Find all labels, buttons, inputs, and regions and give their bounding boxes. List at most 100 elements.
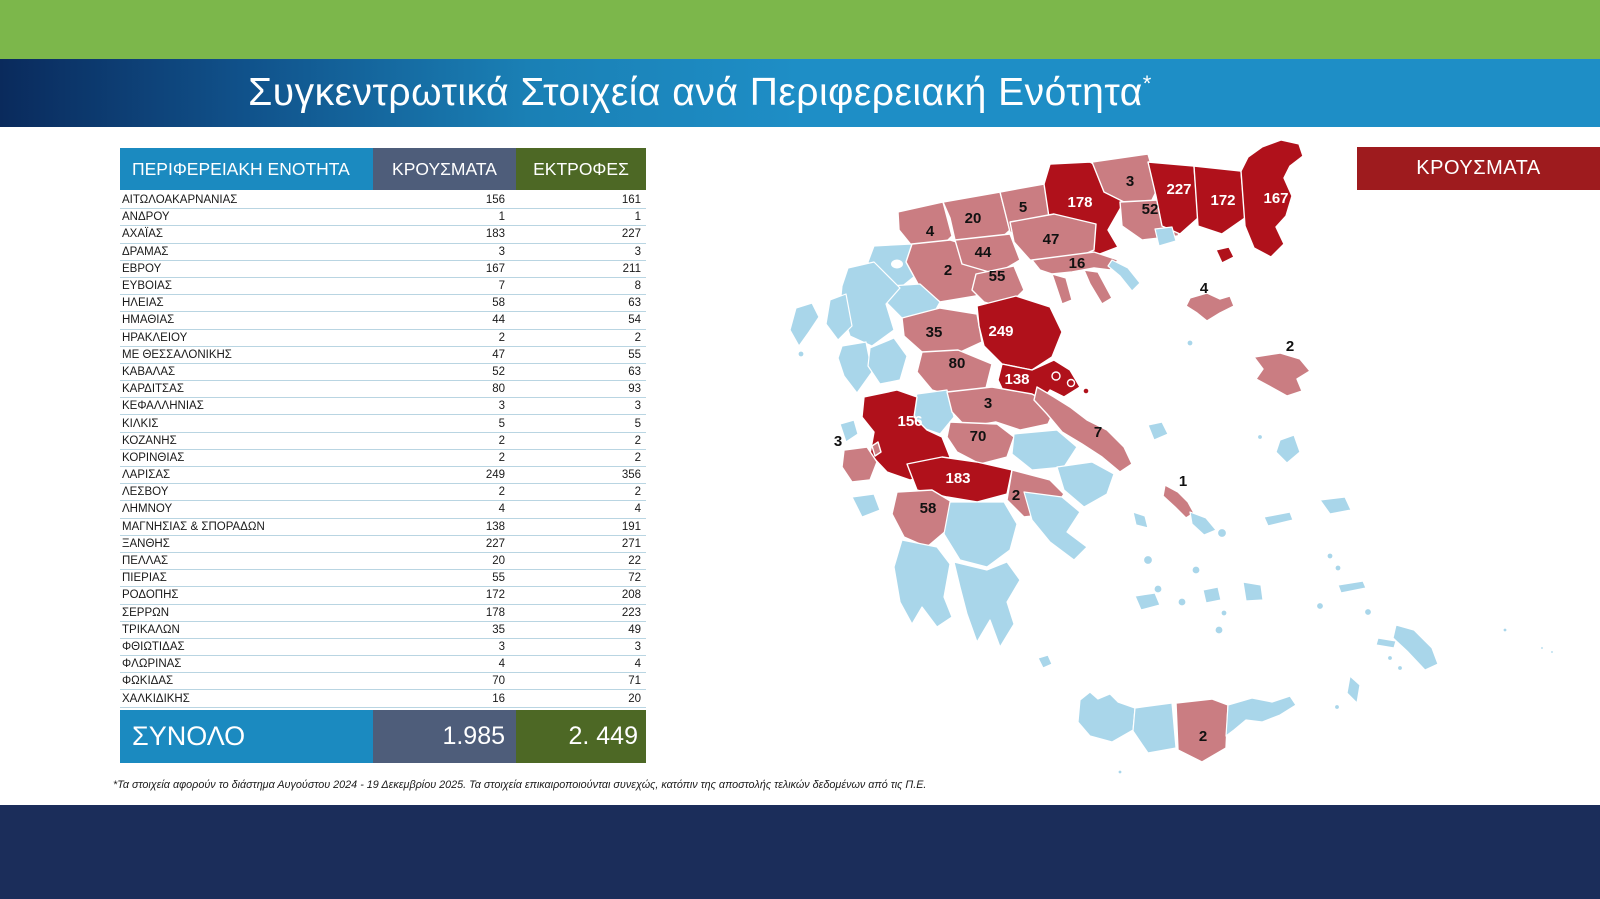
- region-fokidas: [946, 421, 1015, 465]
- islands-cyclades-no-cases: [1132, 511, 1367, 635]
- table-row: ΞΑΝΘΗΣ 227 271: [120, 536, 646, 553]
- map-label-ΑΙΤΩΛΟΑΚΑΡΝΑΝΙΑΣ: 156: [897, 413, 922, 430]
- region-irakleiou: [1175, 698, 1229, 763]
- map-label-ΚΟΖΑΝΗΣ: 2: [944, 262, 952, 279]
- peninsula-kassandra: [1051, 273, 1073, 305]
- map-label-ΚΕΦΑΛΛΗΝΙΑΣ: 3: [834, 433, 842, 450]
- island-paxoi: [797, 350, 805, 358]
- map-label-ΡΟΔΟΠΗΣ: 172: [1210, 192, 1235, 209]
- total-cases-value: 1.985: [373, 709, 516, 763]
- map-label-ΗΛΕΙΑΣ: 58: [920, 500, 937, 517]
- region-name-cell: ΗΛΕΙΑΣ: [122, 297, 164, 310]
- island-sporades-2: [1066, 378, 1076, 388]
- region-name-cell: ΛΕΣΒΟΥ: [122, 486, 169, 499]
- region-name-cell: ΗΜΑΘΙΑΣ: [122, 314, 175, 327]
- map-label-ΦΛΩΡΙΝΑΣ: 4: [926, 223, 935, 240]
- peninsula-sithonia: [1083, 269, 1113, 305]
- island-sporades-1: [1051, 371, 1061, 381]
- island-evia: [1033, 386, 1133, 473]
- region-lakonias: [953, 561, 1021, 648]
- farms-cell: 191: [621, 520, 641, 533]
- farms-cell: 4: [634, 658, 641, 671]
- region-name-cell: ΠΙΕΡΙΑΣ: [122, 572, 167, 585]
- table-row: ΡΟΔΟΠΗΣ 172 208: [120, 587, 646, 605]
- cases-cell: 80: [492, 383, 505, 396]
- table-row: ΕΒΡΟΥ 167 211: [120, 261, 646, 278]
- cases-cell: 44: [492, 314, 505, 327]
- region-name-cell: ΧΑΛΚΙΔΙΚΗΣ: [122, 692, 190, 705]
- region-chanion: [1077, 691, 1136, 743]
- map-label-ΗΡΑΚΛΕΙΟΥ: 2: [1199, 728, 1207, 745]
- farms-cell: 211: [622, 262, 641, 275]
- cases-cell: 2: [498, 451, 505, 464]
- table-row: ΠΙΕΡΙΑΣ 55 72: [120, 570, 646, 588]
- island-kerkyra: [789, 302, 820, 347]
- table-row: ΛΕΣΒΟΥ 2 2: [120, 484, 646, 502]
- region-name-cell: ΦΩΚΙΔΑΣ: [122, 675, 174, 688]
- cases-cell: 4: [498, 658, 505, 671]
- table-row: ΛΑΡΙΣΑΣ 249 356: [120, 467, 646, 485]
- map-label-ΗΜΑΘΙΑΣ: 44: [975, 244, 992, 261]
- region-name-cell: ΦΛΩΡΙΝΑΣ: [122, 658, 182, 671]
- title-asterisk: *: [1142, 71, 1152, 96]
- island-skyros: [1147, 421, 1169, 441]
- island-zakynthos: [851, 493, 881, 518]
- farms-cell: 208: [621, 589, 641, 602]
- cases-cell: 249: [485, 469, 505, 482]
- table-total-row: ΣΥΝΟΛΟ 1.985 2. 449: [120, 709, 646, 763]
- lake-kastoria: [891, 259, 903, 269]
- cases-cell: 2: [498, 434, 505, 447]
- cases-cell: 70: [492, 675, 505, 688]
- table-row: ΚΕΦΑΛΛΗΝΙΑΣ 3 3: [120, 398, 646, 416]
- island-chios: [1275, 434, 1301, 464]
- table-row: ΛΗΜΝΟΥ 4 4: [120, 501, 646, 519]
- map-label-ΚΑΡΔΙΤΣΑΣ: 80: [949, 355, 966, 372]
- region-fthiotidas: [946, 386, 1057, 431]
- farms-cell: 3: [634, 640, 641, 653]
- page-title: Συγκεντρωτικά Στοιχεία ανά Περιφερειακή …: [248, 71, 1152, 115]
- island-samothraki: [1215, 246, 1235, 264]
- region-name-cell: ΕΥΒΟΙΑΣ: [122, 280, 172, 293]
- region-name-cell: ΠΕΛΛΑΣ: [122, 555, 169, 568]
- map-label-ΧΑΛΚΙΔΙΚΗΣ: 16: [1069, 255, 1086, 272]
- region-viotias: [1011, 429, 1078, 471]
- total-farms-value: 2. 449: [516, 709, 646, 763]
- island-gavdos: [1117, 769, 1123, 775]
- region-attikis: [1056, 461, 1115, 508]
- cases-cell: 35: [492, 623, 505, 636]
- region-lasithiou: [1225, 695, 1297, 737]
- col-header-cases: ΚΡΟΥΣΜΑΤΑ: [373, 148, 516, 190]
- farms-cell: 227: [621, 228, 641, 241]
- region-name-cell: ΛΑΡΙΣΑΣ: [122, 469, 171, 482]
- region-arkadias: [943, 501, 1018, 568]
- table-row: ΚΟΡΙΝΘΙΑΣ 2 2: [120, 450, 646, 467]
- map-label-ΤΡΙΚΑΛΩΝ: 35: [926, 324, 943, 341]
- col-header-farms: ΕΚΤΡΟΦΕΣ: [516, 148, 646, 190]
- regional-data-table: ΠΕΡΙΦΕΡΕΙΑΚΗ ΕΝΟΤΗΤΑ ΚΡΟΥΣΜΑΤΑ ΕΚΤΡΟΦΕΣ …: [120, 148, 646, 763]
- cases-cell: 20: [492, 555, 505, 568]
- region-name-cell: ΕΒΡΟΥ: [122, 262, 162, 275]
- map-label-ΦΩΚΙΔΑΣ: 70: [970, 428, 987, 445]
- farms-cell: 4: [634, 503, 641, 516]
- island-lefkada: [839, 419, 859, 443]
- map-label-ΚΟΡΙΝΘΙΑΣ: 2: [1012, 487, 1020, 504]
- table-header-row: ΠΕΡΙΦΕΡΕΙΑΚΗ ΕΝΟΤΗΤΑ ΚΡΟΥΣΜΑΤΑ ΕΚΤΡΟΦΕΣ: [120, 148, 646, 190]
- table-row: ΗΛΕΙΑΣ 58 63: [120, 295, 646, 313]
- region-name-cell: ΗΡΑΚΛΕΙΟΥ: [122, 331, 188, 344]
- map-label-ΑΝΔΡΟΥ: 1: [1179, 473, 1187, 490]
- total-label: ΣΥΝΟΛΟ: [120, 709, 373, 763]
- region-prevezas: [837, 341, 873, 394]
- islands-dodecanese-no-cases: [1326, 552, 1555, 711]
- region-larisas: [976, 295, 1063, 371]
- island-agios-efstratios: [1186, 339, 1194, 347]
- farms-cell: 22: [628, 555, 641, 568]
- cases-cell: 167: [485, 262, 505, 275]
- table-row: ΦΘΙΩΤΙΔΑΣ 3 3: [120, 639, 646, 657]
- map-label-ΛΑΡΙΣΑΣ: 249: [988, 323, 1013, 340]
- farms-cell: 8: [634, 280, 641, 293]
- farms-cell: 2: [634, 331, 641, 344]
- top-accent-bar: [0, 0, 1600, 59]
- cases-cell: 55: [492, 572, 505, 585]
